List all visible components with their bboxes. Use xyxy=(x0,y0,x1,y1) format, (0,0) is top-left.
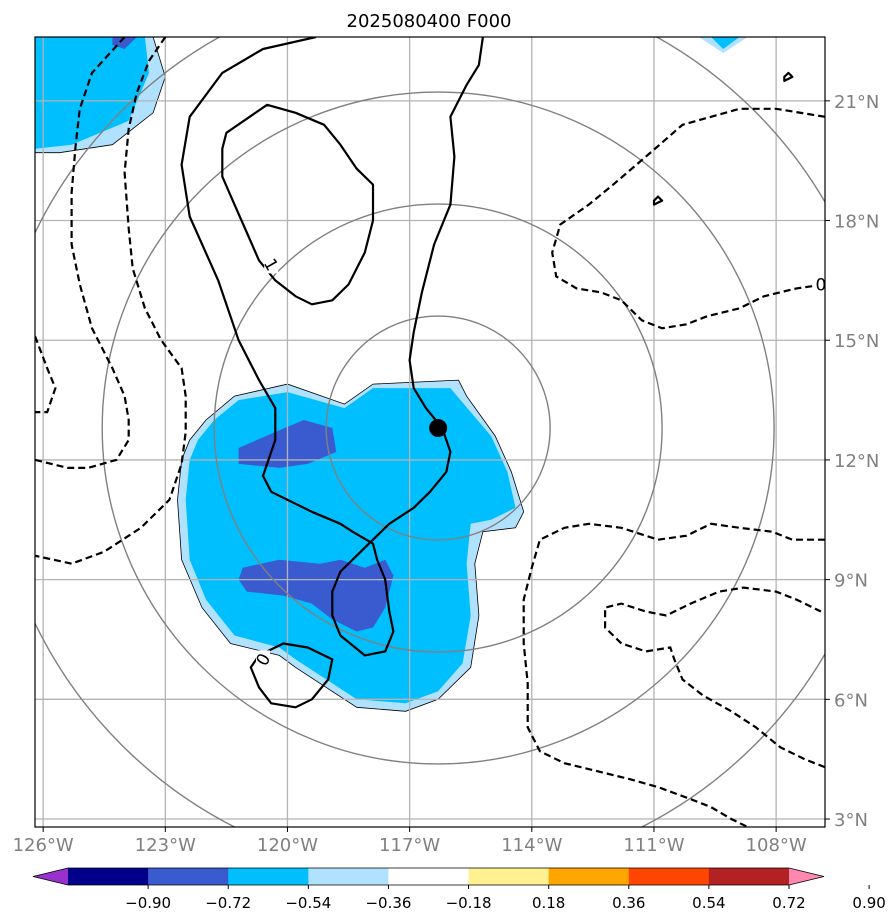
shading-outline-northwest xyxy=(35,37,166,154)
colorbar-segment-2 xyxy=(228,868,309,885)
map-frame xyxy=(34,36,826,828)
dashed-contour-4 xyxy=(35,37,187,565)
x-tick-label-2: 120°W xyxy=(257,835,318,856)
dashed-contour-2 xyxy=(604,586,825,769)
dashed-contour-1 xyxy=(522,522,825,827)
colorbar-segment-5 xyxy=(468,868,550,885)
shading-outline-main xyxy=(177,379,525,712)
solid-contour-1 xyxy=(221,103,375,306)
x-tick-label-3: 117°W xyxy=(379,835,440,856)
x-tick-label-6: 108°W xyxy=(746,835,807,856)
storm-center-marker xyxy=(429,419,448,438)
fill-region-4 xyxy=(711,37,740,49)
colorbar-label-2: −0.54 xyxy=(285,894,331,912)
x-tick-label-5: 111°W xyxy=(623,835,684,856)
y-tick-label-4: 15°N xyxy=(834,331,879,352)
lat-lon-gridlines xyxy=(35,37,825,827)
x-tick-label-1: 123°W xyxy=(135,835,196,856)
colorbar-extend-low xyxy=(33,868,68,885)
fill-region-8 xyxy=(238,559,394,632)
contour-lines: 100 xyxy=(35,37,827,827)
colorbar-segment-3 xyxy=(308,868,389,885)
storm-center-layer xyxy=(429,419,448,438)
x-tick-label-4: 114°W xyxy=(501,835,562,856)
colorbar-label-8: 0.72 xyxy=(772,894,805,912)
colorbar-label-1: −0.72 xyxy=(205,894,251,912)
solid-contour-2 xyxy=(249,642,334,709)
colorbar-label-3: −0.36 xyxy=(365,894,411,912)
colorbar-segment-6 xyxy=(548,868,630,885)
colorbar-label-4: −0.18 xyxy=(446,894,492,912)
solid-contour-4 xyxy=(652,195,664,206)
contour-label-halo-2 xyxy=(813,275,825,294)
chart-title: 2025080400 F000 xyxy=(347,11,512,32)
axis-ticks: 126°W 123°W 120°W 117°W 114°W 111°W 108°W 3°N 6°… xyxy=(13,92,880,856)
range-rings xyxy=(35,37,825,827)
y-tick-label-2: 9°N xyxy=(834,571,868,592)
y-tick-label-0: 3°N xyxy=(834,810,868,831)
x-tick-label-0: 126°W xyxy=(13,835,74,856)
fill-region-1 xyxy=(35,37,149,149)
colorbar-segment-0 xyxy=(68,868,149,885)
range-ring-2 xyxy=(101,91,775,765)
y-tick-label-3: 12°N xyxy=(834,451,879,472)
dashed-contour-0 xyxy=(551,107,825,330)
shading-outline xyxy=(35,37,525,712)
colorbar-label-7: 0.54 xyxy=(692,894,725,912)
contour-label-halo-0 xyxy=(264,255,279,274)
colorbar-segment-8 xyxy=(708,868,790,885)
colorbar-segment-1 xyxy=(148,868,229,885)
solid-contour-3 xyxy=(783,71,794,82)
fill-region-6 xyxy=(185,388,516,704)
colorbar-label-5: 0.18 xyxy=(532,894,565,912)
solid-contour-0 xyxy=(180,37,484,657)
colorbar-outline xyxy=(32,867,825,886)
colorbar-segment-4 xyxy=(388,868,470,885)
dashed-contour-5 xyxy=(35,335,57,414)
dashed-contour-3 xyxy=(35,37,130,469)
colorbar-label-0: −0.90 xyxy=(125,894,171,912)
colorbar-label-6: 0.36 xyxy=(612,894,645,912)
colorbar: −0.90 −0.72 −0.54 −0.36 −0.18 0.18 0.36 0.54 0.7… xyxy=(32,867,886,912)
y-tick-label-5: 18°N xyxy=(834,212,879,233)
range-ring-0 xyxy=(325,315,551,541)
shaded-anomaly-regions xyxy=(35,37,748,712)
map-plot-area: 100 xyxy=(35,37,827,827)
range-ring-1 xyxy=(213,203,663,653)
colorbar-label-9: 0.90 xyxy=(852,894,885,912)
contour-label-2: 0 xyxy=(816,275,827,295)
contour-label-halo-1 xyxy=(256,650,271,669)
colorbar-extend-high xyxy=(789,868,824,885)
colorbar-segment-7 xyxy=(628,868,710,885)
y-tick-label-1: 6°N xyxy=(834,690,868,711)
y-tick-label-6: 21°N xyxy=(834,92,879,113)
fill-region-2 xyxy=(112,37,137,49)
